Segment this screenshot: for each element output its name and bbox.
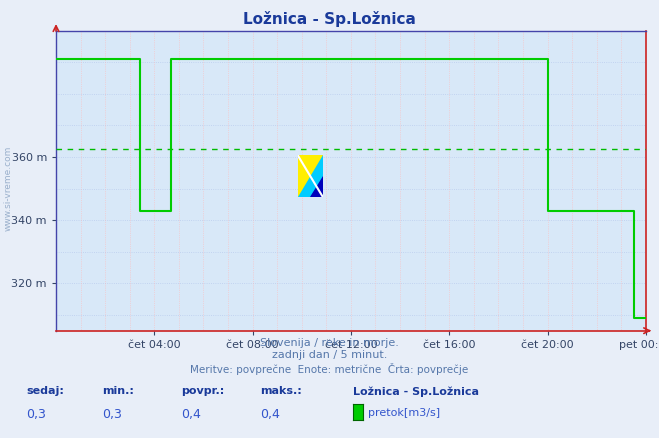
Text: Meritve: povprečne  Enote: metrične  Črta: povprečje: Meritve: povprečne Enote: metrične Črta:… (190, 363, 469, 374)
Text: maks.:: maks.: (260, 386, 302, 396)
Text: 0,4: 0,4 (181, 408, 201, 421)
Text: min.:: min.: (102, 386, 134, 396)
Text: Ložnica - Sp.Ložnica: Ložnica - Sp.Ložnica (353, 386, 478, 397)
Text: zadnji dan / 5 minut.: zadnji dan / 5 minut. (272, 350, 387, 360)
Text: 0,3: 0,3 (102, 408, 122, 421)
Polygon shape (298, 155, 323, 197)
Text: www.si-vreme.com: www.si-vreme.com (4, 146, 13, 231)
Text: 0,4: 0,4 (260, 408, 280, 421)
Text: Ložnica - Sp.Ložnica: Ložnica - Sp.Ložnica (243, 11, 416, 27)
Text: pretok[m3/s]: pretok[m3/s] (368, 408, 440, 418)
Text: sedaj:: sedaj: (26, 386, 64, 396)
Text: 0,3: 0,3 (26, 408, 46, 421)
Polygon shape (298, 155, 323, 197)
Polygon shape (310, 177, 323, 197)
Text: povpr.:: povpr.: (181, 386, 225, 396)
Text: Slovenija / reke in morje.: Slovenija / reke in morje. (260, 338, 399, 348)
